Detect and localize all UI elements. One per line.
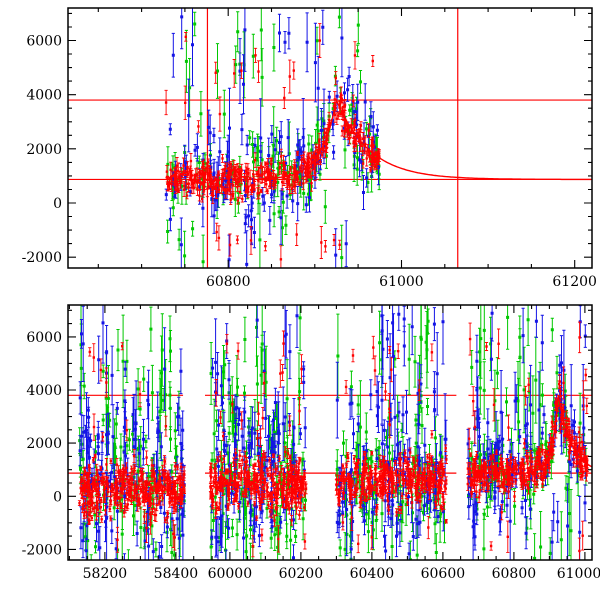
x-tick-label: 61000: [557, 566, 600, 582]
x-tick-label: 61200: [552, 274, 597, 290]
x-tick-label: 58400: [154, 566, 199, 582]
blue-errorbars: [164, 8, 381, 268]
green-points: [166, 15, 381, 264]
x-tick-label: 60800: [492, 566, 537, 582]
top-panel-plot-area: [68, 8, 592, 268]
x-tick-label: 58200: [83, 566, 128, 582]
model-curve: [526, 395, 592, 474]
plot-frame: [67, 7, 593, 269]
x-tick-label: 60200: [279, 566, 324, 582]
y-tick-label: 6000: [26, 330, 62, 346]
axis-ticks: [68, 305, 592, 560]
y-tick-label: 2000: [26, 436, 62, 452]
y-tick-label: -2000: [22, 542, 62, 558]
axis-ticks: [68, 8, 592, 268]
x-tick-label: 61000: [379, 274, 424, 290]
x-tick-label: 60400: [350, 566, 395, 582]
x-tick-label: 60000: [208, 566, 253, 582]
y-tick-label: 4000: [26, 88, 62, 104]
top-panel: 60800 61000 61200 -2000 0 2000 4000 6000: [22, 7, 597, 290]
model-curve: [258, 97, 592, 181]
x-tick-label: 60600: [421, 566, 466, 582]
y-tick-label: 2000: [26, 142, 62, 158]
bottom-panel: 58200 58400 60000 60200 60400 60600 60800 61000…: [22, 304, 600, 582]
plot-frame: [67, 304, 593, 561]
x-tick-label: 60800: [206, 274, 251, 290]
bottom-panel-plot-area: [68, 305, 592, 560]
y-tick-label: 0: [53, 489, 62, 505]
y-tick-label: 0: [53, 196, 62, 212]
y-tick-label: 6000: [26, 34, 62, 50]
y-tick-label: 4000: [26, 383, 62, 399]
y-tick-label: -2000: [22, 250, 62, 266]
